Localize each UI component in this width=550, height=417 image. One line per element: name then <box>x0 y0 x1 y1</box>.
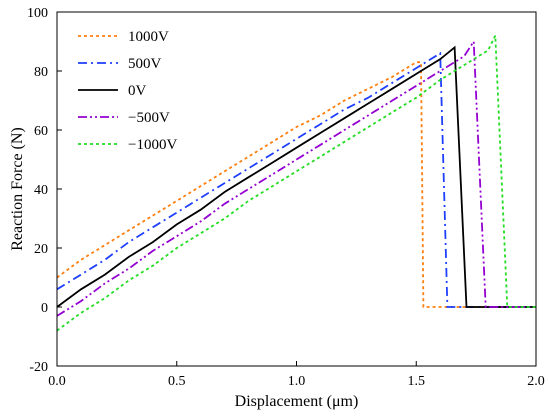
y-tick-label: 100 <box>27 6 48 21</box>
legend: 1000V 500V 0V −500V −1000V <box>78 29 177 153</box>
y-tick-label: 20 <box>34 242 48 257</box>
y-tick-label: 80 <box>34 65 48 80</box>
x-tick-label: 1.5 <box>408 374 426 389</box>
series-line-4 <box>56 35 536 332</box>
legend-label-3: −500V <box>128 110 170 126</box>
series-line-2 <box>56 45 536 308</box>
series-line-3 <box>56 38 536 317</box>
legend-label-0: 1000V <box>128 29 169 45</box>
x-tick-label: 0.0 <box>48 374 66 389</box>
x-tick-label: 2.0 <box>527 374 545 389</box>
y-tick-label: 0 <box>41 301 48 316</box>
y-axis-title: Reaction Force (N) <box>9 127 26 251</box>
x-tick-label: 0.5 <box>168 374 186 389</box>
series-line-0 <box>56 61 536 308</box>
series-layer <box>56 35 536 332</box>
y-tick-label: 60 <box>34 124 48 139</box>
x-tick-label: 1.0 <box>288 374 306 389</box>
ticks-layer: 0.0 0.5 1.0 1.5 2.0 -20 0 20 40 60 80 100 <box>27 6 545 389</box>
series-line-1 <box>56 51 536 308</box>
y-tick-label: -20 <box>29 360 48 375</box>
y-tick-label: 40 <box>34 183 48 198</box>
legend-label-2: 0V <box>128 83 147 99</box>
legend-label-1: 500V <box>128 56 162 72</box>
x-axis-title: Displacement (μm) <box>235 393 359 410</box>
legend-label-4: −1000V <box>128 137 177 153</box>
